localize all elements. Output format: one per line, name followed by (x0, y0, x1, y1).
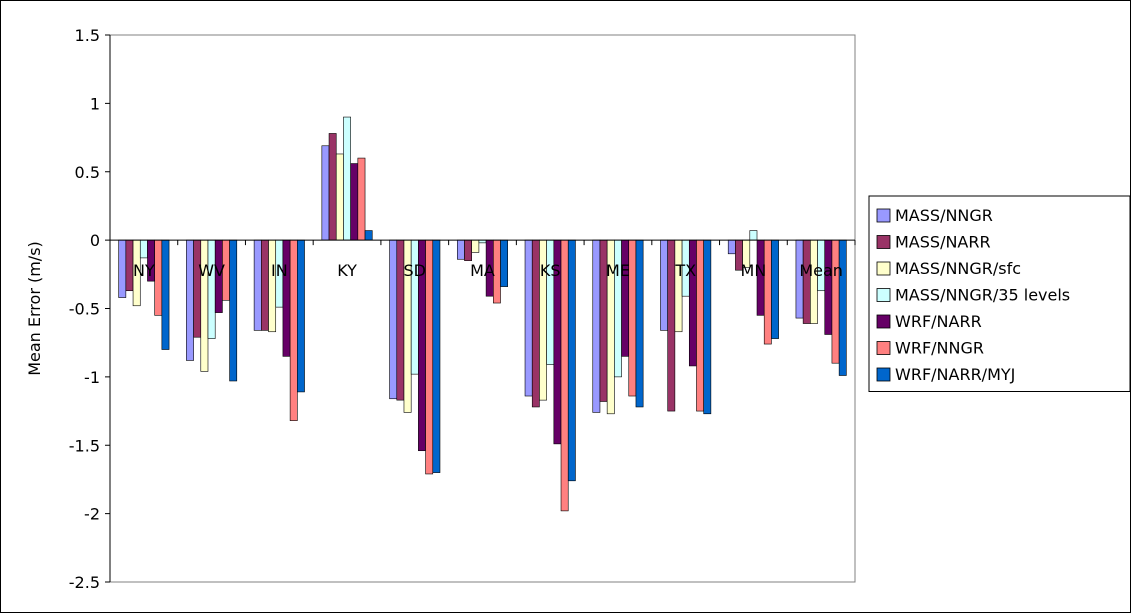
bar (771, 239, 779, 339)
bar (297, 239, 305, 393)
bar (667, 239, 676, 412)
bar (802, 239, 811, 324)
bar (635, 239, 644, 408)
bar (696, 239, 704, 412)
bar (321, 145, 330, 241)
bar (364, 230, 373, 241)
bar (560, 239, 569, 512)
bar (207, 239, 216, 339)
x-tick-label: MN (741, 261, 767, 280)
x-tick-label: SD (404, 261, 426, 280)
bar (139, 239, 148, 259)
bar (118, 239, 127, 298)
bar (688, 239, 697, 367)
legend-label: WRF/NNGR (895, 339, 984, 358)
bars-group (118, 116, 847, 512)
x-tick-label: WV (198, 261, 225, 280)
bar (456, 239, 465, 260)
legend-box (868, 195, 1131, 392)
x-tick-label: KS (540, 261, 561, 280)
bar (328, 133, 337, 241)
bar (161, 239, 170, 350)
x-tick-label: KY (337, 261, 357, 280)
x-tick-label: MA (470, 261, 495, 280)
y-tick-label: 1.5 (75, 26, 100, 45)
y-tick-label: 0 (90, 231, 100, 250)
bar (749, 230, 758, 241)
legend-label: MASS/NNGR/sfc (895, 259, 1021, 278)
x-tick-label: Mean (799, 261, 843, 280)
bar (471, 239, 480, 253)
bar (200, 239, 209, 372)
bar (592, 239, 601, 413)
bar (524, 239, 533, 397)
bar (186, 239, 194, 361)
bar (350, 163, 359, 241)
bar (831, 239, 840, 364)
bar (268, 239, 277, 333)
bar (621, 239, 630, 357)
bar (546, 239, 555, 365)
y-tick-label: 1 (90, 94, 100, 113)
legend-label: WRF/NARR (895, 312, 982, 331)
legend-swatch (876, 341, 891, 355)
legend-label: MASS/NARR (895, 233, 991, 252)
legend-swatch (876, 367, 891, 382)
legend-swatch (876, 288, 891, 302)
bar (703, 239, 712, 415)
bar (660, 239, 668, 331)
bar (253, 239, 262, 331)
x-tick-label: TX (674, 261, 696, 280)
bar (193, 239, 202, 338)
bar (810, 239, 818, 324)
bar (357, 157, 366, 241)
bar (289, 239, 298, 421)
legend-label: MASS/NNGR (895, 206, 993, 225)
bar (154, 239, 163, 316)
bar (432, 239, 441, 473)
bar (261, 239, 269, 331)
y-tick-label: -2 (84, 505, 100, 524)
bar (425, 239, 434, 475)
bar (282, 239, 291, 357)
bar (500, 239, 508, 287)
bar (229, 239, 238, 382)
bar (567, 239, 576, 482)
bar (727, 239, 736, 255)
bar (464, 239, 472, 261)
legend-swatch (876, 235, 891, 249)
bar (763, 239, 772, 345)
bar (335, 153, 344, 241)
bar (531, 239, 540, 408)
bar (674, 239, 683, 333)
x-tick-label: IN (271, 261, 288, 280)
x-tick-label: NY (133, 261, 155, 280)
legend-label: WRF/NARR/MYJ (895, 365, 1015, 384)
bar (125, 239, 134, 292)
legend-swatch (876, 261, 891, 276)
y-tick-label: 0.5 (75, 163, 100, 182)
y-tick-label: -1.5 (69, 436, 100, 455)
axes-group: 1.5 1 0.5 0 -0.5 -1 -1.5 -2 -2.5 NY WV IN KY SD MA KS ME… (69, 26, 856, 592)
y-axis-title: Mean Error (m/s) (25, 241, 44, 376)
x-tick-label: ME (606, 261, 630, 280)
bar (389, 239, 398, 400)
legend: MASS/NNGR MASS/NARR MASS/NNGR/sfc MASS/NNGR… (868, 195, 1131, 392)
bar (824, 239, 833, 335)
y-tick-label: -2.5 (69, 573, 100, 592)
bar (343, 116, 351, 241)
legend-swatch (876, 314, 891, 329)
legend-label: MASS/NNGR/35 levels (895, 286, 1070, 305)
y-tick-label: -1 (84, 368, 100, 387)
legend-swatch (876, 208, 891, 223)
y-tick-label: -0.5 (69, 300, 100, 319)
